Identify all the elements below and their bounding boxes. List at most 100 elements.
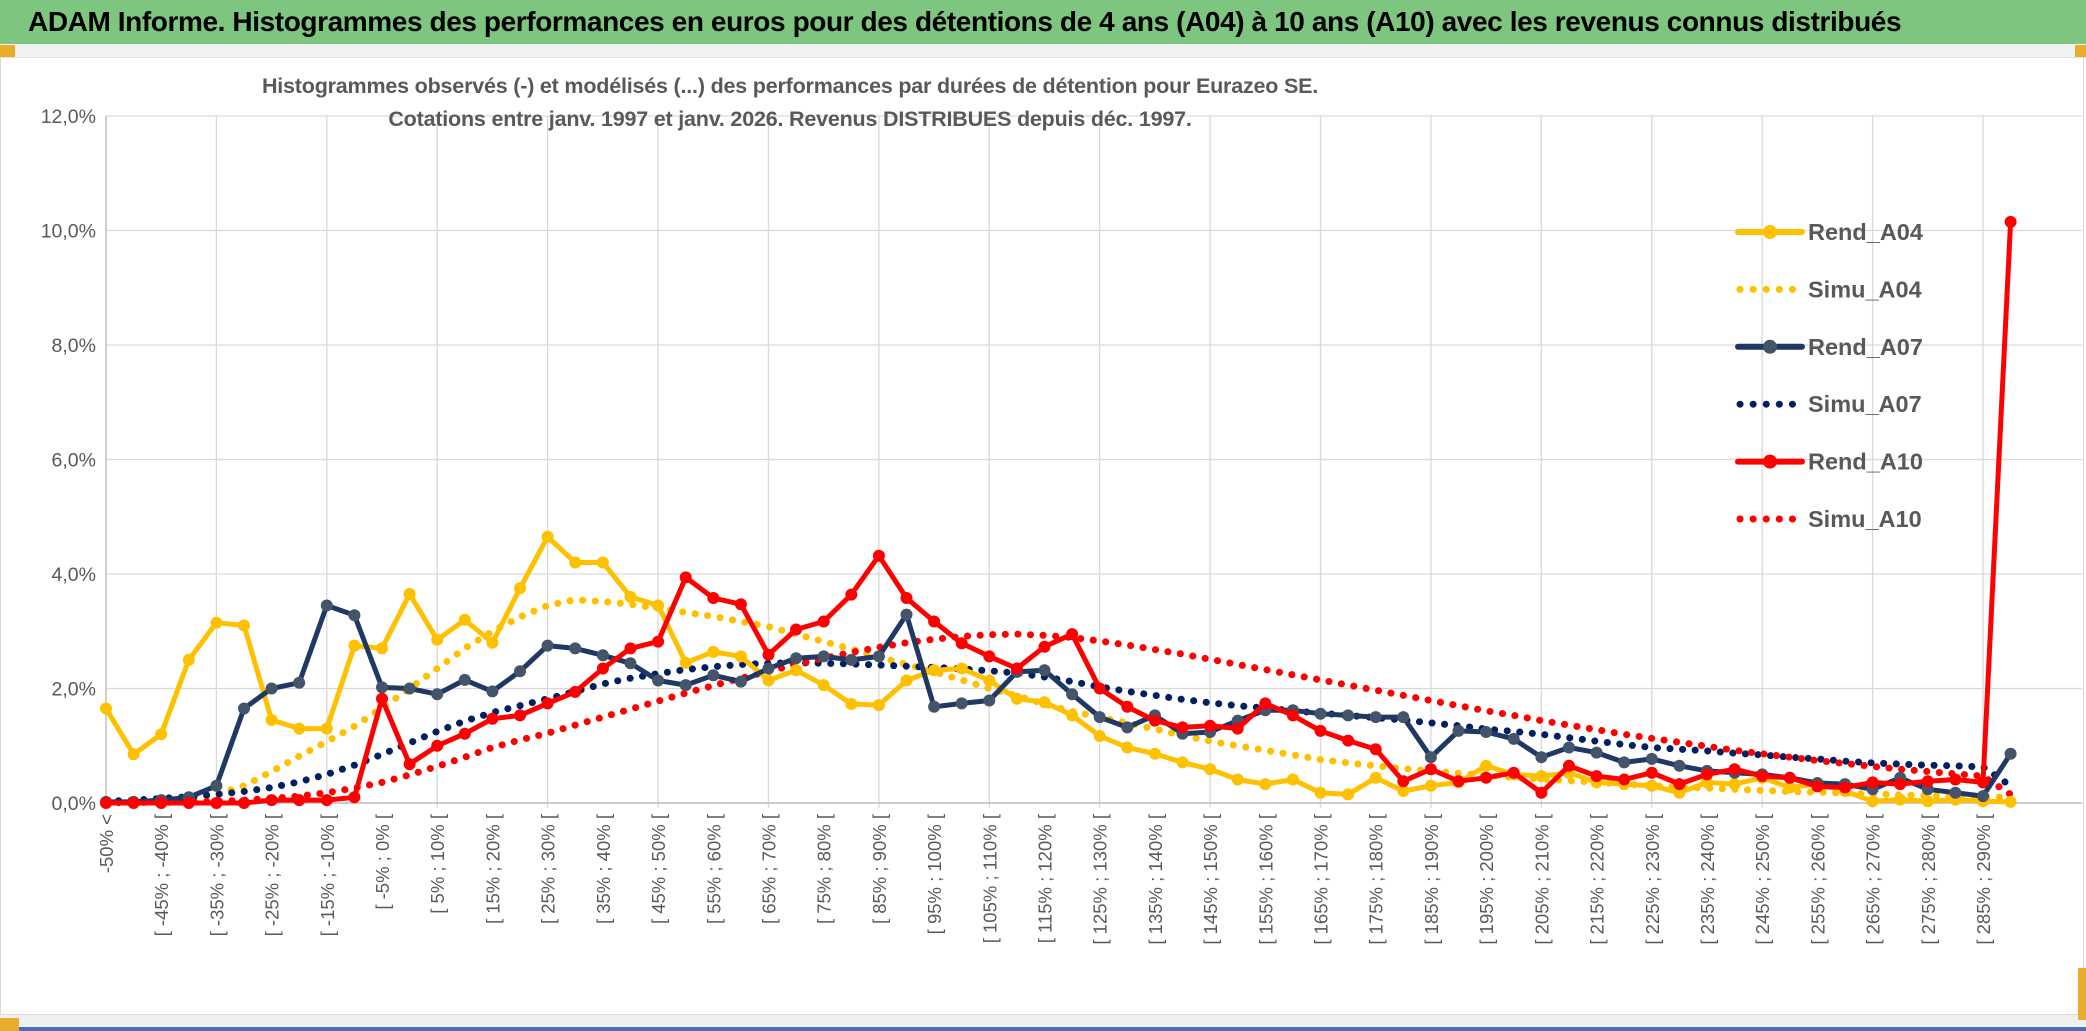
series-marker-Rend_A10[interactable] bbox=[458, 727, 471, 740]
series-marker-Rend_A04[interactable] bbox=[1424, 779, 1437, 792]
series-marker-Rend_A10[interactable] bbox=[127, 797, 140, 809]
series-Simu_A10[interactable] bbox=[102, 630, 2015, 807]
series-marker-Rend_A07[interactable] bbox=[596, 649, 609, 662]
series-marker-Rend_A07[interactable] bbox=[900, 608, 913, 621]
series-marker-Rend_A07[interactable] bbox=[1369, 711, 1382, 724]
series-marker-Rend_A04[interactable] bbox=[624, 590, 637, 603]
series-marker-Rend_A10[interactable] bbox=[1645, 766, 1658, 779]
series-marker-Rend_A04[interactable] bbox=[1066, 709, 1079, 722]
series-marker-Rend_A10[interactable] bbox=[403, 758, 416, 771]
series-marker-Rend_A10[interactable] bbox=[514, 709, 526, 722]
series-marker-Rend_A10[interactable] bbox=[1535, 786, 1548, 799]
series-marker-Rend_A07[interactable] bbox=[376, 681, 388, 694]
series-marker-Rend_A07[interactable] bbox=[707, 669, 720, 682]
series-marker-Rend_A10[interactable] bbox=[817, 615, 830, 628]
legend-entry-Simu_A04[interactable]: Simu_A04 bbox=[1736, 276, 1922, 302]
series-marker-Rend_A07[interactable] bbox=[1038, 664, 1051, 677]
series-marker-Rend_A04[interactable] bbox=[100, 702, 112, 715]
series-marker-Rend_A10[interactable] bbox=[1121, 700, 1134, 713]
series-Rend_A10[interactable] bbox=[100, 215, 2017, 809]
series-marker-Rend_A10[interactable] bbox=[1314, 724, 1327, 737]
series-marker-Rend_A04[interactable] bbox=[1038, 696, 1051, 709]
series-marker-Rend_A04[interactable] bbox=[1121, 741, 1134, 754]
series-marker-Rend_A10[interactable] bbox=[293, 794, 306, 807]
series-marker-Rend_A10[interactable] bbox=[1949, 773, 1962, 786]
series-marker-Rend_A07[interactable] bbox=[541, 639, 554, 652]
series-marker-Rend_A04[interactable] bbox=[348, 639, 361, 652]
series-marker-Rend_A10[interactable] bbox=[100, 797, 112, 809]
series-marker-Rend_A07[interactable] bbox=[790, 652, 803, 665]
series-marker-Rend_A04[interactable] bbox=[1397, 785, 1410, 797]
series-marker-Rend_A10[interactable] bbox=[900, 592, 913, 604]
series-marker-Rend_A07[interactable] bbox=[845, 653, 858, 666]
series-marker-Rend_A10[interactable] bbox=[541, 697, 554, 710]
series-marker-Rend_A07[interactable] bbox=[817, 650, 830, 663]
series-marker-Rend_A04[interactable] bbox=[127, 748, 140, 761]
series-marker-Rend_A10[interactable] bbox=[983, 650, 996, 663]
series-marker-Rend_A10[interactable] bbox=[1563, 759, 1575, 772]
series-marker-Rend_A07[interactable] bbox=[734, 675, 747, 688]
series-marker-Rend_A10[interactable] bbox=[182, 797, 195, 809]
series-marker-Rend_A04[interactable] bbox=[1783, 781, 1796, 794]
series-marker-Rend_A04[interactable] bbox=[817, 679, 830, 692]
series-marker-Rend_A07[interactable] bbox=[1535, 751, 1548, 764]
series-marker-Rend_A07[interactable] bbox=[983, 694, 996, 707]
series-marker-Rend_A04[interactable] bbox=[293, 722, 306, 735]
series-marker-Rend_A04[interactable] bbox=[1259, 778, 1272, 791]
series-marker-Rend_A10[interactable] bbox=[762, 648, 775, 661]
series-marker-Rend_A04[interactable] bbox=[1342, 788, 1355, 801]
series-marker-Rend_A04[interactable] bbox=[596, 556, 609, 569]
series-marker-Rend_A04[interactable] bbox=[790, 664, 803, 677]
series-marker-Rend_A10[interactable] bbox=[1977, 776, 1989, 789]
series-marker-Rend_A04[interactable] bbox=[320, 722, 333, 735]
series-marker-Rend_A10[interactable] bbox=[1811, 780, 1824, 793]
legend-entry-Rend_A10[interactable]: Rend_A10 bbox=[1735, 449, 1923, 475]
series-marker-Rend_A07[interactable] bbox=[1563, 741, 1575, 754]
series-marker-Rend_A07[interactable] bbox=[652, 674, 665, 687]
series-marker-Rend_A10[interactable] bbox=[1259, 697, 1272, 710]
series-marker-Rend_A07[interactable] bbox=[1645, 752, 1658, 765]
series-marker-Rend_A10[interactable] bbox=[155, 797, 168, 809]
series-marker-Rend_A10[interactable] bbox=[1866, 776, 1879, 789]
series-line-Rend_A07[interactable] bbox=[103, 603, 2014, 805]
series-marker-Rend_A04[interactable] bbox=[1535, 770, 1548, 783]
series-marker-Rend_A10[interactable] bbox=[569, 685, 582, 698]
series-marker-Rend_A04[interactable] bbox=[486, 636, 499, 649]
series-marker-Rend_A07[interactable] bbox=[1452, 724, 1465, 737]
series-marker-Rend_A10[interactable] bbox=[1756, 770, 1769, 783]
series-marker-Rend_A07[interactable] bbox=[320, 599, 333, 612]
series-Rend_A07[interactable] bbox=[100, 599, 2017, 808]
series-marker-Rend_A04[interactable] bbox=[1148, 747, 1161, 760]
series-marker-Rend_A10[interactable] bbox=[1673, 778, 1686, 791]
series-marker-Rend_A07[interactable] bbox=[1314, 707, 1327, 720]
series-marker-Rend_A10[interactable] bbox=[210, 797, 223, 809]
series-marker-Rend_A04[interactable] bbox=[2004, 795, 2017, 808]
series-marker-Rend_A04[interactable] bbox=[1921, 795, 1934, 808]
series-marker-Rend_A07[interactable] bbox=[1480, 726, 1493, 738]
series-marker-Rend_A10[interactable] bbox=[376, 692, 388, 705]
series-marker-Rend_A07[interactable] bbox=[458, 673, 471, 686]
series-marker-Rend_A10[interactable] bbox=[1038, 640, 1051, 653]
series-marker-Rend_A10[interactable] bbox=[928, 615, 941, 628]
series-marker-Rend_A07[interactable] bbox=[1618, 756, 1631, 769]
series-marker-Rend_A04[interactable] bbox=[569, 556, 582, 569]
series-marker-Rend_A10[interactable] bbox=[1618, 773, 1631, 786]
series-marker-Rend_A04[interactable] bbox=[928, 664, 941, 677]
series-marker-Rend_A07[interactable] bbox=[210, 779, 223, 792]
series-marker-Rend_A07[interactable] bbox=[1590, 746, 1603, 759]
series-marker-Rend_A04[interactable] bbox=[1010, 692, 1023, 705]
series-marker-Rend_A10[interactable] bbox=[1093, 682, 1106, 695]
series-marker-Rend_A07[interactable] bbox=[238, 702, 250, 715]
series-marker-Rend_A04[interactable] bbox=[1369, 771, 1382, 784]
series-marker-Rend_A07[interactable] bbox=[293, 676, 306, 689]
series-marker-Rend_A07[interactable] bbox=[1507, 732, 1520, 745]
series-marker-Rend_A04[interactable] bbox=[734, 650, 747, 663]
series-marker-Rend_A04[interactable] bbox=[1894, 793, 1907, 806]
series-marker-Rend_A04[interactable] bbox=[652, 599, 665, 612]
series-marker-Rend_A04[interactable] bbox=[431, 633, 444, 646]
series-marker-Rend_A04[interactable] bbox=[872, 699, 885, 712]
series-marker-Rend_A04[interactable] bbox=[514, 582, 526, 595]
series-marker-Rend_A10[interactable] bbox=[1452, 775, 1465, 788]
series-marker-Rend_A10[interactable] bbox=[707, 592, 720, 604]
series-marker-Rend_A04[interactable] bbox=[238, 619, 250, 632]
